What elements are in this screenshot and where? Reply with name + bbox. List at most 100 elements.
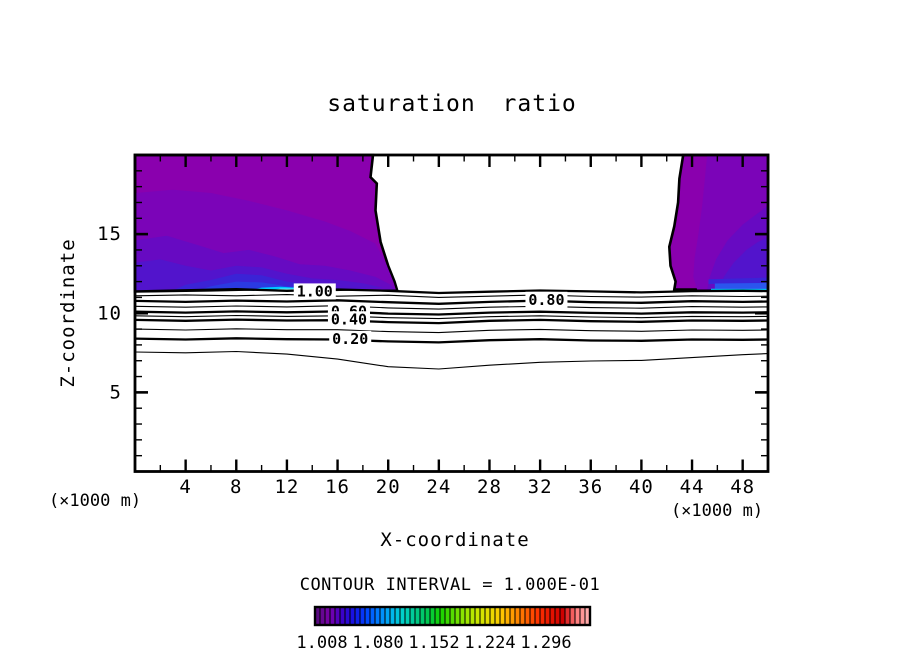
colorbar-cell	[370, 607, 375, 625]
colorbar-cell	[570, 607, 575, 625]
contour-labels-layer: 1.000.800.600.400.20	[293, 282, 568, 348]
contour-line-0.70	[134, 305, 769, 310]
colorbar-cell	[555, 607, 560, 625]
filled-region-right-darkblue-stripe	[708, 277, 768, 284]
colorbar-cell	[375, 607, 380, 625]
contour-line-0.90	[134, 294, 769, 298]
colorbar-cell	[330, 607, 335, 625]
colorbar-cell	[500, 607, 505, 625]
colorbar-cell	[480, 607, 485, 625]
colorbar-cell	[355, 607, 360, 625]
x-unit-right: (×1000 m)	[671, 501, 763, 521]
contour-label-0.20: 0.20	[332, 330, 368, 348]
colorbar	[313, 605, 592, 627]
colorbar-cell	[320, 607, 325, 625]
colorbar-cell	[440, 607, 445, 625]
colorbar-border	[313, 605, 592, 627]
contour-line-0.40	[134, 318, 769, 325]
colorbar-cell	[335, 607, 340, 625]
contour-label-bg	[327, 311, 370, 328]
colorbar-cell	[485, 607, 490, 625]
colorbar-cell	[380, 607, 385, 625]
colorbar-cell	[505, 607, 510, 625]
colorbar-label-1.080: 1.080	[352, 633, 403, 653]
x-axis-label: X-coordinate	[380, 529, 529, 551]
x-tick-label-48: 48	[730, 476, 755, 498]
colorbar-cell	[490, 607, 495, 625]
x-tick-label-24: 24	[426, 476, 451, 498]
colorbar-cell	[315, 607, 320, 625]
colorbar-cell	[390, 607, 395, 625]
colorbar-cell	[540, 607, 545, 625]
x-tick-label-44: 44	[680, 476, 705, 498]
colorbar-cell	[535, 607, 540, 625]
colorbar-label-1.296: 1.296	[520, 633, 571, 653]
colorbar-cell	[525, 607, 530, 625]
x-tick-label-20: 20	[376, 476, 401, 498]
colorbar-cell	[530, 607, 535, 625]
colorbar-cell	[460, 607, 465, 625]
colorbar-cell	[455, 607, 460, 625]
colorbar-cell	[400, 607, 405, 625]
colorbar-cell	[325, 607, 330, 625]
colorbar-cell	[350, 607, 355, 625]
colorbar-cell	[405, 607, 410, 625]
contour-line-0.80	[134, 299, 769, 305]
z-tick-label-10: 10	[97, 302, 122, 324]
contour-line-1.00	[134, 288, 769, 295]
plot-border	[133, 153, 770, 473]
contour-label-bg	[329, 330, 372, 347]
colorbar-cell	[495, 607, 500, 625]
colorbar-cell	[515, 607, 520, 625]
colorbar-cell	[510, 607, 515, 625]
contour-line-0.10	[134, 350, 769, 370]
contour-line-0.20	[134, 337, 769, 344]
colorbar-cell	[450, 607, 455, 625]
colorbar-cell	[340, 607, 345, 625]
colorbar-cell	[395, 607, 400, 625]
contour-interval-note: CONTOUR INTERVAL = 1.000E-01	[300, 575, 601, 595]
colorbar-cell	[420, 607, 425, 625]
colorbar-cell	[475, 607, 480, 625]
contour-label-1.00: 1.00	[297, 282, 333, 300]
x-tick-label-40: 40	[629, 476, 654, 498]
z-tick-label-15: 15	[97, 223, 122, 245]
plot-frame	[133, 153, 770, 473]
x-tick-label-12: 12	[274, 476, 299, 498]
x-tick-label-28: 28	[477, 476, 502, 498]
colorbar-cell	[585, 607, 590, 625]
contour-label-0.40: 0.40	[331, 310, 367, 328]
colorbar-cell	[520, 607, 525, 625]
colorbar-cell	[580, 607, 585, 625]
x-tick-label-8: 8	[230, 476, 242, 498]
colorbar-cell	[360, 607, 365, 625]
contour-label-bg	[293, 283, 336, 300]
colorbar-cell	[385, 607, 390, 625]
colorbar-cell	[465, 607, 470, 625]
x-tick-label-16: 16	[325, 476, 350, 498]
z-axis-label: Z-coordinate	[57, 238, 79, 387]
contour-lines-layer	[134, 288, 769, 370]
colorbar-cell	[560, 607, 565, 625]
x-tick-label-4: 4	[179, 476, 191, 498]
colorbar-cell	[435, 607, 440, 625]
contour-label-bg	[525, 291, 568, 308]
colorbar-label-1.224: 1.224	[464, 633, 515, 653]
contour-line-0.60	[134, 310, 769, 316]
colorbar-cell	[445, 607, 450, 625]
axis-ticks	[136, 156, 769, 471]
contour-label-0.80: 0.80	[528, 291, 564, 309]
colorbar-label-1.008: 1.008	[296, 633, 347, 653]
contour-line-0.30	[134, 328, 769, 334]
colorbar-cell	[415, 607, 420, 625]
colorbar-cell	[565, 607, 570, 625]
filled-region-right-band-4	[719, 237, 768, 290]
colorbar-cell	[345, 607, 350, 625]
colorbar-cell	[410, 607, 415, 625]
colorbar-cell	[550, 607, 555, 625]
x-tick-label-32: 32	[528, 476, 553, 498]
filled-contour-layer	[133, 153, 770, 293]
